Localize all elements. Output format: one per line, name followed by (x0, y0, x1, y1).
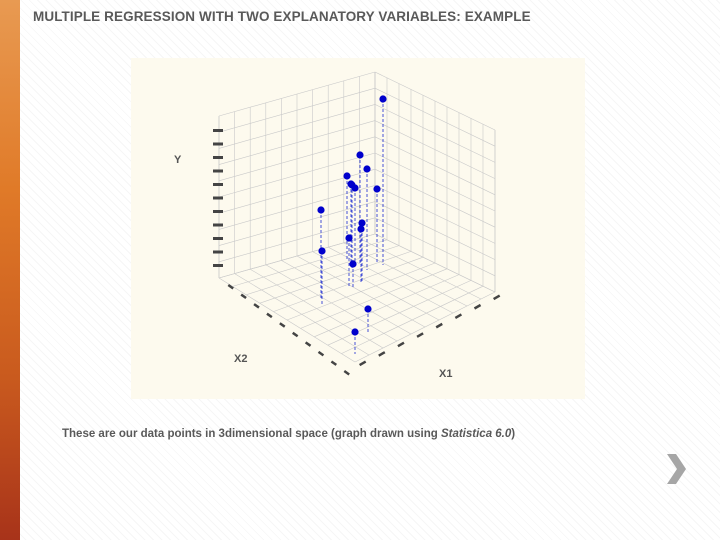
grid-line (359, 238, 482, 300)
plot-ticks (213, 129, 501, 376)
x2-tick-mark (317, 350, 325, 357)
chevron-right-icon[interactable] (664, 452, 688, 486)
slide-title: MULTIPLE REGRESSION WITH TWO EXPLANATORY… (33, 9, 531, 24)
caption-end: ) (511, 428, 516, 440)
grid-line (218, 136, 376, 182)
data-point (379, 95, 387, 103)
x1-tick-mark (473, 303, 482, 310)
x2-tick-mark (227, 283, 234, 290)
data-point (356, 151, 364, 159)
side-accent-bar (0, 0, 20, 540)
plot-grid (218, 71, 496, 363)
grid-line (314, 274, 460, 338)
x2-tick-mark (343, 369, 350, 376)
grid-line (341, 285, 484, 354)
data-point (373, 185, 381, 193)
scatter-3d-figure: Y X2 X1 (131, 58, 585, 399)
y-tick-mark (213, 183, 223, 186)
x2-tick-mark (266, 312, 273, 319)
grid-line (218, 71, 376, 117)
y-tick-mark (213, 156, 223, 159)
data-point (349, 260, 357, 268)
x1-tick-mark (435, 322, 443, 329)
grid-line (218, 152, 376, 198)
scatter-3d-plot (213, 71, 501, 376)
data-point (358, 219, 366, 227)
x1-tick-mark (359, 360, 367, 367)
grid-line (343, 242, 468, 307)
data-point (357, 225, 365, 233)
grid-line (300, 268, 448, 329)
grid-line (312, 251, 440, 321)
y-tick-mark (213, 129, 223, 132)
grid-line (296, 255, 426, 328)
x2-axis-label: X2 (234, 353, 248, 365)
grid-line (218, 120, 376, 165)
figure-caption: These are our data points in 3dimensiona… (62, 428, 515, 440)
data-point (347, 180, 355, 188)
y-axis-label: Y (174, 154, 182, 166)
x1-tick-mark (454, 313, 463, 320)
grid-line (374, 71, 496, 131)
x2-tick-mark (240, 293, 247, 300)
x1-tick-mark (378, 351, 386, 357)
data-points (317, 95, 387, 336)
grid-line (218, 104, 376, 149)
y-tick-mark (213, 264, 223, 267)
caption-software: Statistica 6.0 (440, 428, 512, 440)
x1-tick-mark (397, 341, 405, 348)
y-tick-mark (213, 237, 223, 240)
y-tick-mark (213, 210, 223, 213)
caption-text: These are our data points in 3dimensiona… (62, 428, 441, 440)
grid-line (374, 120, 496, 179)
x1-tick-mark (493, 294, 501, 301)
grid-line (374, 233, 496, 293)
grid-line (374, 104, 496, 163)
y-tick-mark (213, 250, 223, 254)
y-tick-mark (213, 196, 223, 200)
x2-tick-mark (253, 303, 260, 309)
data-point (351, 328, 359, 336)
data-point (343, 172, 351, 180)
grid-line (374, 152, 496, 212)
grid-line (327, 280, 472, 346)
x2-tick-mark (304, 341, 312, 347)
grid-line (354, 291, 496, 363)
grid-line (374, 136, 496, 196)
drop-lines (320, 99, 384, 354)
y-tick-mark (213, 169, 223, 173)
x2-tick-mark (292, 331, 299, 338)
grid-line (218, 87, 376, 133)
x1-axis-label: X1 (439, 368, 453, 380)
y-tick-mark (213, 142, 223, 146)
y-tick-mark (213, 223, 223, 227)
data-point (317, 206, 325, 214)
data-point (345, 234, 353, 242)
x1-tick-mark (416, 332, 424, 338)
x2-tick-mark (279, 322, 286, 328)
x2-tick-mark (330, 360, 338, 366)
data-point (363, 165, 371, 173)
data-point (318, 247, 326, 255)
grid-line (374, 87, 496, 147)
data-point (364, 305, 372, 313)
